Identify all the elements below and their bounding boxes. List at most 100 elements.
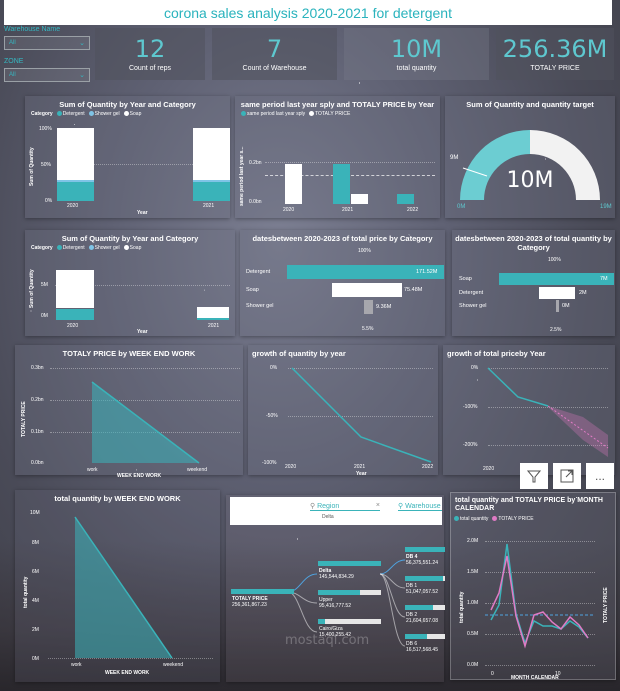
bar-sply-2021[interactable] bbox=[333, 164, 350, 204]
bar-shower-2020[interactable] bbox=[57, 180, 94, 182]
chart-gauge-quantity-target[interactable]: Sum of Quantity and quantity target 10M … bbox=[445, 96, 615, 218]
y-tick: 5M bbox=[41, 282, 48, 288]
funnel-bar-soap[interactable] bbox=[332, 283, 402, 297]
tree-node-db2[interactable]: DB 2 21,604,657.08 bbox=[406, 612, 438, 624]
tree-node-upper[interactable]: Upper 95,416,777.52 bbox=[319, 597, 351, 609]
zone-dropdown[interactable]: All ⌄ bbox=[4, 68, 90, 82]
tree-node-db6[interactable]: DB 6 16,517,568.45 bbox=[406, 641, 438, 653]
x-axis-title: WEEK END WORK bbox=[117, 473, 162, 479]
funnel-bar-detergent[interactable] bbox=[287, 265, 444, 279]
report-title: corona sales analysis 2020-2021 for dete… bbox=[4, 0, 612, 25]
decomposition-tree[interactable] bbox=[226, 495, 444, 682]
chart-quantity-by-year-category[interactable]: Sum of Quantity by Year and Category Cat… bbox=[25, 230, 235, 336]
tree-bar-delta[interactable] bbox=[318, 561, 381, 566]
tree-bar-cairo-giza[interactable] bbox=[318, 619, 381, 624]
tree-bar-db2[interactable] bbox=[405, 605, 445, 610]
card-total-price[interactable]: 256.36M TOTALY PRICE bbox=[496, 28, 614, 80]
x-tick: 2022 bbox=[422, 464, 434, 470]
chart-funnel-total-quantity[interactable]: datesbetween 2020-2023 of total quantity… bbox=[452, 230, 615, 336]
tree-bar-db1[interactable] bbox=[405, 576, 445, 581]
funnel-category: Detergent bbox=[459, 290, 484, 296]
close-icon[interactable]: × bbox=[375, 502, 380, 509]
bar-soap-2020[interactable] bbox=[57, 128, 94, 180]
x-tick: 10 bbox=[555, 671, 561, 677]
funnel-bar-detergent[interactable] bbox=[539, 287, 575, 299]
filter-icon bbox=[527, 470, 541, 483]
chart-growth-quantity[interactable]: growth of quantity by year 0% -50% -100%… bbox=[248, 345, 438, 477]
bar-soap-2020[interactable] bbox=[56, 270, 94, 308]
chart-totaly-price-by-week-end-work[interactable]: TOTALY PRICE by WEEK END WORK 0.3bn 0.2b… bbox=[15, 345, 243, 479]
y-tick: 2.0M bbox=[467, 538, 479, 544]
x-axis-title: Year bbox=[137, 210, 148, 216]
funnel-bar-soap[interactable] bbox=[499, 273, 614, 285]
bar-sply-2022[interactable] bbox=[397, 194, 414, 204]
chart-legend: Category Detergent Shower gel Soap bbox=[25, 245, 235, 251]
chart-title: growth of total priceby Year bbox=[447, 349, 546, 358]
x-tick: 2021 bbox=[208, 323, 220, 329]
funnel-value: 9.36M bbox=[376, 304, 392, 310]
x-tick: 2020 bbox=[483, 466, 495, 472]
card-count-warehouse[interactable]: 7 Count of Warehouse bbox=[212, 28, 337, 80]
tree-bar-upper[interactable] bbox=[318, 590, 381, 595]
bar-soap-2021[interactable] bbox=[193, 128, 230, 180]
bar-detergent-2020[interactable] bbox=[56, 309, 94, 320]
tree-node-cairo-giza[interactable]: Cairo/Giza 15,400,255.42 bbox=[319, 626, 351, 638]
gauge-max-label: 19M bbox=[600, 204, 612, 210]
x-tick: 2021 bbox=[354, 464, 366, 470]
chart-quantity-price-by-month[interactable]: total quantity and TOTALY PRICE by MONTH… bbox=[450, 492, 616, 681]
tree-node-delta[interactable]: Delta 145,544,834.29 bbox=[319, 568, 354, 580]
chart-total-quantity-by-week-end-work[interactable]: total quantity by WEEK END WORK 10M 8M 6… bbox=[15, 490, 220, 682]
slicer-warehouse-name: Warehouse Name All ⌄ bbox=[4, 26, 90, 50]
card-value: 256.36M bbox=[502, 34, 608, 63]
tree-node-db1[interactable]: DB 1 51,047,057.52 bbox=[406, 583, 438, 595]
legend-title: Category bbox=[31, 245, 53, 251]
y-axis-title: same period last year s... bbox=[239, 146, 245, 206]
area-series bbox=[74, 516, 173, 659]
focus-mode-button[interactable] bbox=[553, 463, 581, 489]
funnel-value: 0M bbox=[562, 303, 570, 309]
tree-field-header: ⚲ Region × Delta ⚲ Warehouse bbox=[230, 497, 442, 525]
bar-soap-2021[interactable] bbox=[197, 307, 229, 318]
chart-title: Sum of Quantity by Year and Category bbox=[61, 234, 199, 243]
chart-growth-total-price[interactable]: growth of total priceby Year 0% -100% -2… bbox=[443, 345, 615, 475]
gauge-value: 10M bbox=[506, 168, 554, 193]
bar-detergent-2020[interactable] bbox=[57, 182, 94, 201]
bar-totaly-price-2021[interactable] bbox=[351, 194, 368, 204]
chart-funnel-total-price[interactable]: datesbetween 2020-2023 of total price by… bbox=[240, 230, 445, 336]
x-axis-title: Year bbox=[137, 329, 148, 335]
tree-field-warehouse[interactable]: ⚲ Warehouse bbox=[398, 503, 442, 511]
tree-node-root[interactable]: TOTALY PRICE 256,361,867.23 bbox=[232, 596, 268, 608]
bar-shower-2021[interactable] bbox=[193, 180, 230, 182]
chart-quantity-by-year-category-pct[interactable]: Sum of Quantity by Year and Category Cat… bbox=[25, 96, 230, 218]
y-tick: 1.5M bbox=[467, 569, 479, 575]
bar-detergent-2021[interactable] bbox=[193, 182, 230, 201]
y-tick: -50% bbox=[266, 413, 278, 419]
y-tick: 0% bbox=[471, 365, 479, 371]
filter-button[interactable] bbox=[520, 463, 548, 489]
warehouse-dropdown[interactable]: All ⌄ bbox=[4, 36, 90, 50]
dropdown-value: All bbox=[9, 72, 16, 78]
chart-title: total quantity by WEEK END WORK bbox=[54, 494, 181, 503]
tree-node-db4[interactable]: DB 4 56,375,551.24 bbox=[406, 554, 438, 566]
y-tick: 4M bbox=[32, 598, 39, 604]
card-count-reps[interactable]: 12 Count of reps bbox=[95, 28, 205, 80]
y-tick: 0.2bn bbox=[31, 397, 44, 403]
tree-bar-root[interactable] bbox=[231, 589, 294, 594]
y-tick: 0.0bn bbox=[249, 199, 262, 205]
tree-field-region[interactable]: ⚲ Region × bbox=[310, 502, 380, 511]
bar-totaly-price-2020[interactable] bbox=[285, 164, 302, 204]
y-tick: -200% bbox=[463, 442, 478, 448]
chevron-down-icon: ⌄ bbox=[79, 40, 85, 47]
tree-bar-db6[interactable] bbox=[405, 634, 445, 639]
chart-sply-totaly-price[interactable]: same period last year sply and TOTALY PR… bbox=[235, 96, 440, 218]
funnel-bar-shower-gel[interactable] bbox=[556, 300, 559, 312]
card-value: 7 bbox=[266, 34, 283, 63]
bar-detergent-2021[interactable] bbox=[197, 318, 229, 320]
chart-legend: same period last year sply TOTALY PRICE bbox=[235, 111, 440, 117]
y-tick: 0.0M bbox=[467, 662, 479, 668]
funnel-bar-shower-gel[interactable] bbox=[364, 300, 373, 314]
legend-item: TOTALY PRICE bbox=[309, 111, 350, 117]
tree-bar-db4[interactable] bbox=[405, 547, 445, 552]
card-total-quantity[interactable]: 10M total quantity bbox=[344, 28, 489, 80]
more-options-button[interactable]: ... bbox=[586, 463, 614, 489]
